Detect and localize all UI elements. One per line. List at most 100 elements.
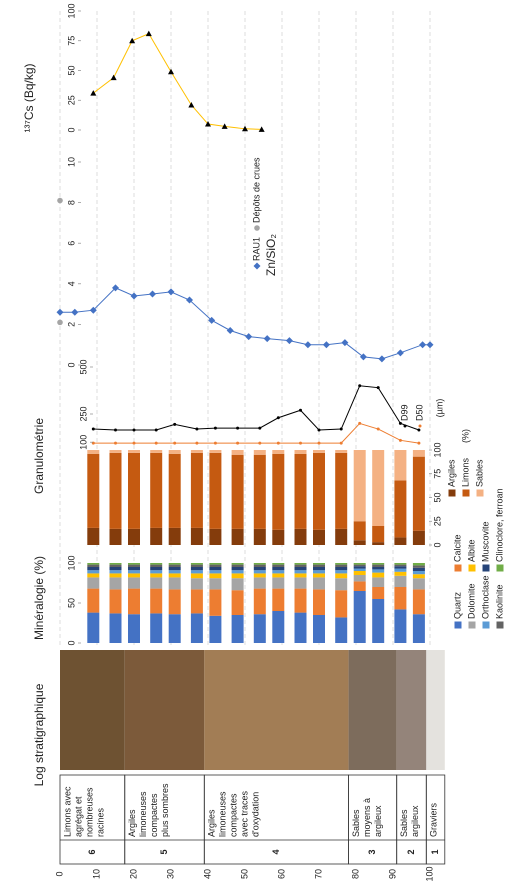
bar-segment xyxy=(87,567,100,571)
log-layer xyxy=(348,650,397,770)
bar-segment xyxy=(313,570,325,574)
x-tick-label: 25 xyxy=(432,516,442,526)
data-point xyxy=(188,102,195,108)
legend-title: (%) xyxy=(460,429,470,443)
bar-segment xyxy=(294,567,307,571)
unit-description: avec traces xyxy=(240,790,250,837)
data-point xyxy=(304,341,312,349)
bar-segment xyxy=(168,564,181,567)
bar-segment xyxy=(372,577,385,587)
unit-description: Sables xyxy=(399,809,409,837)
data-point xyxy=(130,292,138,300)
bar-segment xyxy=(294,528,307,545)
bar-segment xyxy=(353,571,366,575)
bar-segment xyxy=(109,570,122,574)
legend-marker xyxy=(403,424,407,428)
data-point xyxy=(112,284,119,292)
unit-description: argileux xyxy=(373,805,383,837)
depth-tick-label: 0 xyxy=(54,871,64,876)
bar-segment xyxy=(272,563,285,565)
log-layer xyxy=(60,650,125,770)
bar-segment xyxy=(109,589,122,614)
log-layer xyxy=(124,650,205,770)
bar-segment xyxy=(272,453,285,530)
legend-label: Orthoclase xyxy=(480,575,490,619)
bar-segment xyxy=(353,540,366,545)
bar-segment xyxy=(335,452,348,529)
bar-segment xyxy=(412,574,425,579)
x-tick-label: 4 xyxy=(66,281,76,286)
data-point xyxy=(285,337,293,345)
bar-segment xyxy=(209,567,222,571)
bar-segment xyxy=(294,449,307,454)
data-point xyxy=(358,421,362,425)
data-point xyxy=(56,308,64,316)
bar-segment xyxy=(190,452,203,528)
legend-label: Sables xyxy=(474,459,484,487)
data-point xyxy=(419,341,427,349)
bar-segment xyxy=(150,613,163,643)
data-point xyxy=(129,37,136,44)
bar-segment xyxy=(294,612,307,643)
data-point xyxy=(195,441,199,445)
bar-segment xyxy=(394,609,407,643)
bar-segment xyxy=(209,528,222,545)
bar-segment xyxy=(87,570,100,574)
bar-segment xyxy=(253,570,266,574)
bar-segment xyxy=(313,529,325,545)
data-point xyxy=(258,126,265,132)
bar-segment xyxy=(335,563,348,565)
bar-segment xyxy=(209,589,222,616)
bar-segment xyxy=(87,577,100,589)
bar-segment xyxy=(353,591,366,643)
data-point xyxy=(154,428,158,432)
bar-segment xyxy=(294,573,307,578)
panel-title: ¹³⁷Cs (Bq/kg) xyxy=(22,63,36,132)
depth-tick-label: 70 xyxy=(313,869,323,879)
unit-number: 4 xyxy=(271,849,281,854)
data-point xyxy=(226,326,234,334)
legend-label: Muscovite xyxy=(480,521,490,562)
data-point xyxy=(173,422,177,426)
bar-segment xyxy=(394,571,407,576)
bar-segment xyxy=(313,589,325,615)
bar-segment xyxy=(335,573,348,579)
bar-segment xyxy=(253,567,266,571)
x-tick-label: 100 xyxy=(66,3,76,18)
bar-segment xyxy=(109,528,122,545)
bar-segment xyxy=(190,589,203,614)
bar-segment xyxy=(128,577,140,589)
x-tick-label: 100 xyxy=(78,435,88,450)
bar-segment xyxy=(412,562,425,566)
log-layer xyxy=(396,650,427,770)
bar-segment xyxy=(272,564,285,567)
x-tick-label: 2 xyxy=(66,322,76,327)
bar-segment xyxy=(109,450,122,453)
data-point xyxy=(317,441,321,445)
bar-segment xyxy=(150,450,163,453)
bar-segment xyxy=(109,573,122,578)
depth-tick-label: 50 xyxy=(239,869,249,879)
x-tick-label: 100 xyxy=(432,442,442,457)
bar-segment xyxy=(412,589,425,615)
bar-segment xyxy=(109,564,122,567)
bar-segment xyxy=(231,570,244,574)
bar-segment xyxy=(168,449,181,454)
data-point xyxy=(236,441,240,445)
unit-label: (µm) xyxy=(434,399,444,418)
legend-marker xyxy=(254,225,260,231)
depth-tick-label: 10 xyxy=(91,869,101,879)
legend-label: Quartz xyxy=(452,591,462,619)
data-point xyxy=(378,355,386,363)
bar-segment xyxy=(87,573,100,578)
bar-segment xyxy=(87,453,100,528)
bar-segment xyxy=(335,570,348,574)
bar-segment xyxy=(168,577,181,590)
panel-title: Zn/SiO₂ xyxy=(264,234,278,276)
unit-description: limoneuses xyxy=(218,791,228,837)
bar-segment xyxy=(150,564,163,567)
bar-segment xyxy=(372,564,385,567)
data-point xyxy=(154,441,158,445)
x-tick-label: 75 xyxy=(66,36,76,46)
